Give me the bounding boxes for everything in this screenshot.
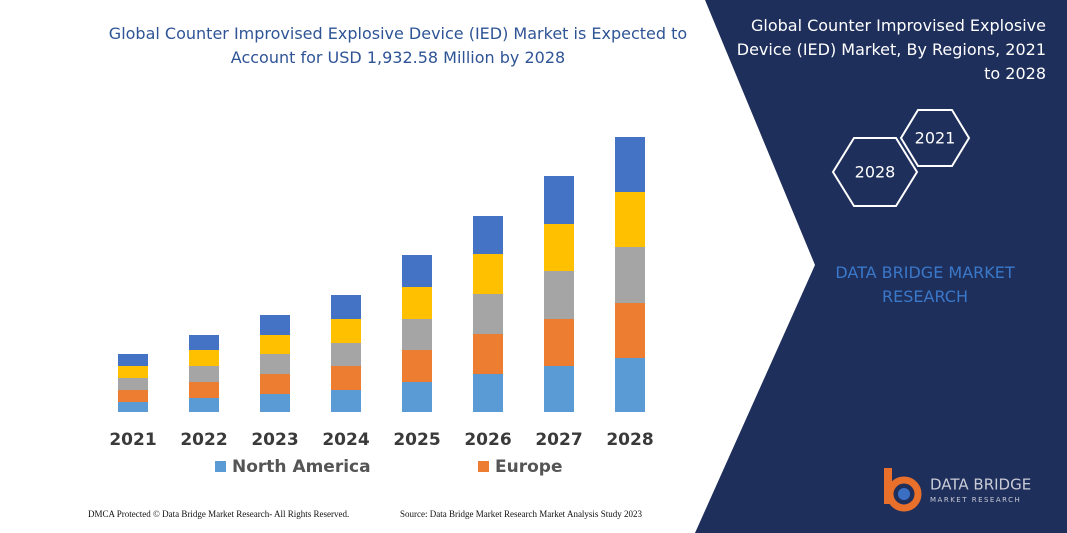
hexagon-label: 2028 (855, 163, 896, 182)
bar-segment (118, 378, 148, 390)
bar-segment (260, 374, 290, 394)
bar-segment (189, 366, 219, 382)
bar-segment (402, 319, 432, 350)
hexagon-label: 2021 (915, 129, 956, 148)
bar-segment (402, 255, 432, 287)
hexagon (899, 109, 971, 167)
bar-segment (473, 294, 503, 334)
x-tick-label: 2021 (109, 430, 156, 450)
bar-segment (331, 390, 361, 412)
bar-segment (189, 382, 219, 398)
bar-segment (189, 335, 219, 350)
bar-segment (260, 315, 290, 335)
bar-segment (544, 224, 574, 271)
bar-segment (473, 216, 503, 254)
x-tick-label: 2024 (322, 430, 369, 450)
logo-text: DATA BRIDGE (930, 476, 1031, 494)
bar-segment (331, 295, 361, 319)
bar-segment (615, 247, 645, 303)
logo-bowl (886, 476, 922, 512)
bar-segment (260, 394, 290, 412)
bar-segment (118, 402, 148, 412)
bar-segment (544, 176, 574, 224)
footer-source: Source: Data Bridge Market Research Mark… (400, 509, 642, 519)
bar-segment (189, 398, 219, 412)
x-tick-label: 2026 (464, 430, 511, 450)
chart-title: Global Counter Improvised Explosive Devi… (108, 24, 688, 67)
bar-segment (118, 366, 148, 378)
bar-segment (615, 358, 645, 412)
bar-segment (118, 390, 148, 402)
bar-segment (331, 366, 361, 390)
side-panel (695, 0, 1067, 533)
bar-segment (402, 350, 432, 382)
bar-segment (544, 319, 574, 366)
bar-segment (260, 354, 290, 374)
bar-segment (402, 382, 432, 412)
x-tick-label: 2025 (393, 430, 440, 450)
legend-swatch (215, 461, 226, 472)
panel-title: Global Counter Improvised Explosive Devi… (736, 16, 1046, 83)
x-tick-label: 2028 (606, 430, 653, 450)
bar-segment (544, 271, 574, 319)
bar-segment (473, 374, 503, 412)
bar-segment (473, 254, 503, 294)
bar-segment (615, 303, 645, 358)
bar-segment (260, 335, 290, 354)
x-tick-label: 2027 (535, 430, 582, 450)
bar-segment (544, 366, 574, 412)
x-tick-label: 2022 (180, 430, 227, 450)
bar-segment (402, 287, 432, 319)
legend-swatch (478, 461, 489, 472)
logo-icon (884, 468, 922, 512)
bar-segment (189, 350, 219, 366)
legend-label: North America (232, 457, 371, 477)
bar-segment (615, 192, 645, 247)
hexagon (831, 137, 919, 207)
footer-note: DMCA Protected © Data Bridge Market Rese… (88, 509, 350, 519)
legend-label: Europe (495, 457, 562, 477)
logo-dot (898, 488, 910, 500)
x-tick-label: 2023 (251, 430, 298, 450)
bar-segment (615, 137, 645, 192)
logo-subtext: MARKET RESEARCH (930, 496, 1021, 504)
logo-stem (884, 468, 892, 504)
bar-segment (331, 319, 361, 343)
bar-segment (118, 354, 148, 366)
bar-segment (473, 334, 503, 374)
brand-text: DATA BRIDGE MARKET RESEARCH (835, 263, 1015, 306)
bar-segment (331, 343, 361, 366)
